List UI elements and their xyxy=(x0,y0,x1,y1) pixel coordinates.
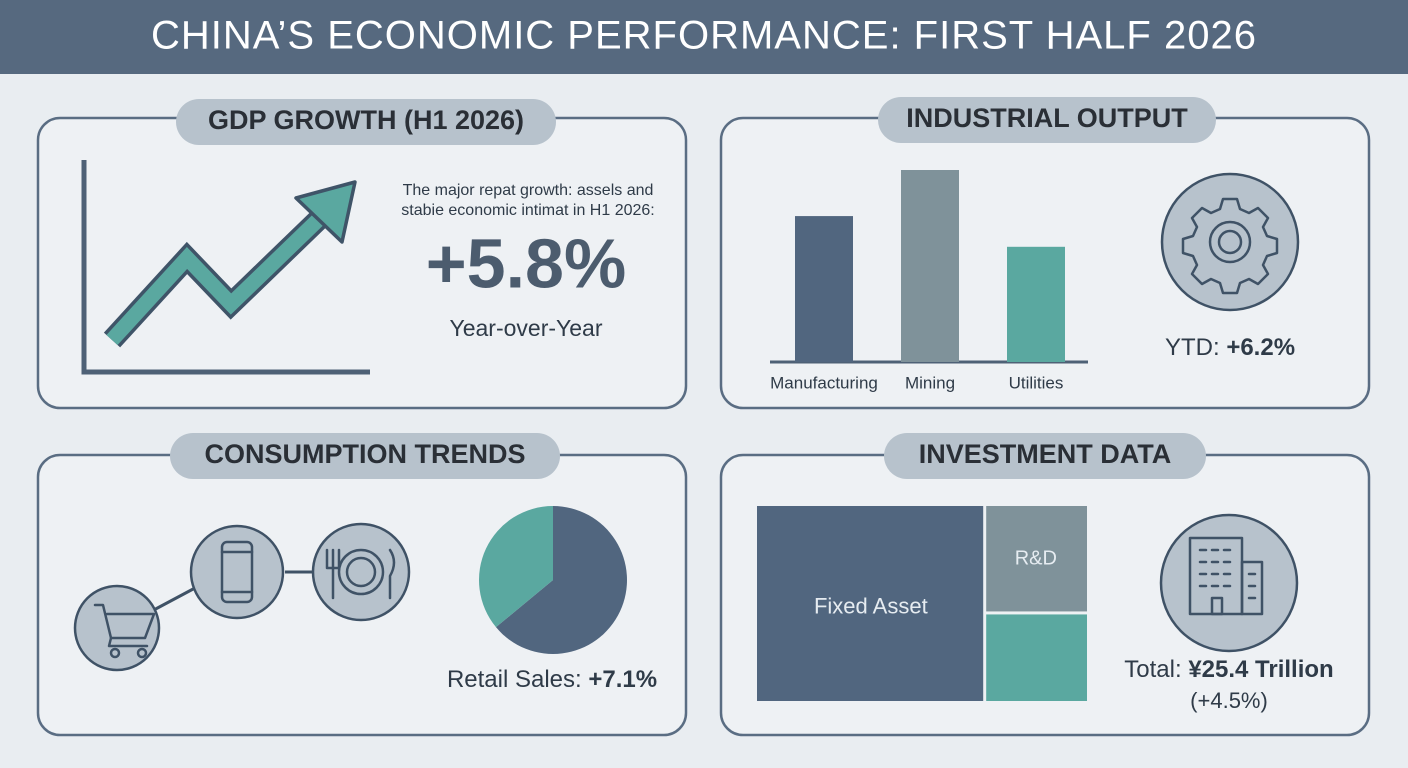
phone xyxy=(220,540,254,604)
title-pill xyxy=(884,433,1206,479)
title-pill xyxy=(878,97,1216,143)
title-pill xyxy=(176,99,556,145)
bar-label: Utilities xyxy=(1009,373,1064,392)
total-value: ¥25.4 Trillion xyxy=(1188,656,1333,683)
title-pill xyxy=(170,433,560,479)
cell-label: R&D xyxy=(1015,548,1057,570)
dining-icon xyxy=(311,522,411,622)
retail: Retail Sales: +7.1% xyxy=(447,666,657,693)
bar-label: Manufacturing xyxy=(770,373,878,392)
header-bar xyxy=(0,0,1408,74)
pie-slice xyxy=(479,506,553,628)
retail-value: +7.1% xyxy=(588,666,657,693)
phone-icon xyxy=(189,524,285,620)
total-label: Total: xyxy=(1124,656,1181,683)
pie-slice xyxy=(495,506,627,655)
page-title: CHINA’S ECONOMIC PERFORMANCE: FIRST HALF… xyxy=(151,14,1257,58)
description: stabie economic intimat in H1 2026: xyxy=(401,202,654,219)
ytd-label: YTD: xyxy=(1165,334,1220,361)
treemap-cell xyxy=(986,506,1087,612)
panel-title: GDP GROWTH (H1 2026) xyxy=(208,105,524,135)
treemap-cell xyxy=(986,614,1087,701)
building xyxy=(1188,536,1264,616)
ytd: YTD: +6.2% xyxy=(1165,334,1295,361)
bar xyxy=(1007,246,1065,362)
axis-decoration xyxy=(81,160,370,375)
total-change: (+4.5%) xyxy=(1190,688,1268,713)
cart-icon xyxy=(73,584,161,672)
panel-title: INVESTMENT DATA xyxy=(919,439,1172,469)
description: The major repat growth: assels and xyxy=(403,182,654,199)
panel-title: CONSUMPTION TRENDS xyxy=(204,439,525,469)
dining xyxy=(325,548,396,600)
building-icon xyxy=(1159,513,1299,653)
ytd-value: +6.2% xyxy=(1226,334,1295,361)
connector xyxy=(149,586,196,614)
gdp-value: +5.8% xyxy=(426,224,626,302)
gear-icon xyxy=(1160,172,1300,312)
bar xyxy=(901,170,959,362)
total: Total: ¥25.4 Trillion xyxy=(1124,656,1333,683)
treemap-cell xyxy=(757,506,984,701)
cart xyxy=(93,603,156,659)
trend-arrow xyxy=(106,212,326,346)
cell-label: Fixed Asset xyxy=(814,593,928,618)
panel-title: INDUSTRIAL OUTPUT xyxy=(906,103,1188,133)
gdp-caption: Year-over-Year xyxy=(449,315,602,341)
gear xyxy=(1181,197,1279,295)
arrow-head xyxy=(294,180,357,244)
retail-label: Retail Sales: xyxy=(447,666,582,693)
bar xyxy=(795,216,853,362)
bar-label: Mining xyxy=(905,373,955,392)
